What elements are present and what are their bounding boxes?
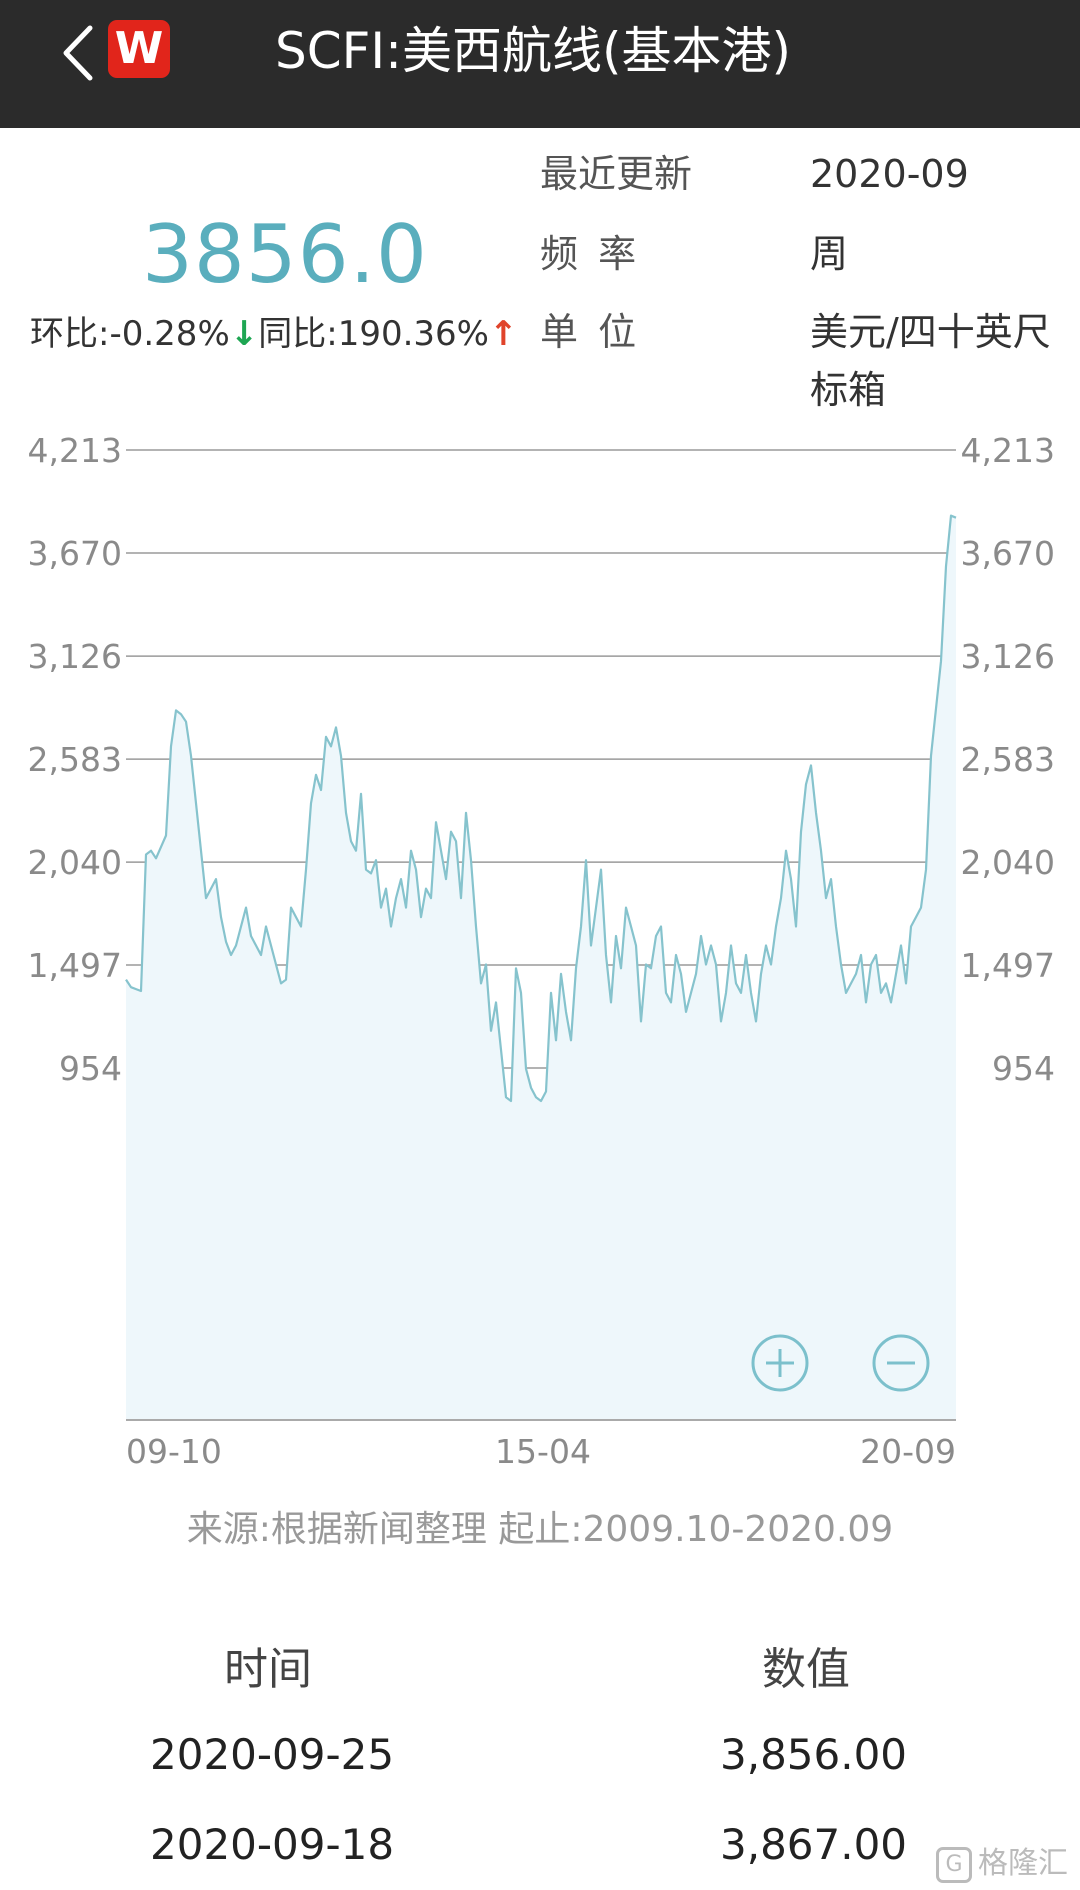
series-area: [126, 515, 956, 1420]
top-bar: W SCFI:美西航线(基本港): [0, 0, 1080, 128]
table-row-date: 2020-09-18: [150, 1820, 395, 1869]
frequency-value: 周: [810, 232, 849, 276]
y-tick-label-right: 3,126: [961, 637, 1055, 676]
table-header-value: 数值: [762, 1644, 850, 1695]
y-tick-label-left: 954: [59, 1049, 122, 1088]
y-tick-label-left: 2,583: [28, 740, 122, 779]
x-axis-labels: 09-10 15-04 20-09: [126, 1432, 956, 1471]
y-tick-label-right: 4,213: [961, 431, 1055, 470]
yoy-label: 同比:: [258, 314, 338, 354]
app-logo[interactable]: W: [108, 20, 170, 78]
chevron-left-icon[interactable]: [58, 18, 98, 88]
watermark-text: 格隆汇: [978, 1846, 1068, 1881]
table-row-date: 2020-09-25: [150, 1730, 395, 1779]
watermark-logo-icon: G: [936, 1846, 972, 1883]
price-chart[interactable]: 4,213 4,213 3,670 3,670 3,126 3,126 2,583 2,583…: [0, 400, 1080, 1490]
yoy-value: 190.36%: [337, 314, 489, 354]
y-tick-label-left: 2,040: [28, 843, 122, 882]
table-header-time: 时间: [224, 1644, 312, 1695]
mom-value: -0.28%: [109, 314, 230, 354]
unit-label: 单 位: [540, 310, 641, 354]
zoom-out-icon[interactable]: [872, 1334, 930, 1392]
series-line: [125, 514, 957, 1103]
unit-value-line2: 标箱: [810, 368, 887, 412]
x-tick-label: 20-09: [860, 1432, 956, 1471]
x-tick-label: 09-10: [126, 1432, 222, 1471]
current-value: 3856.0: [142, 208, 428, 301]
zoom-in-icon[interactable]: [751, 1334, 809, 1392]
up-arrow-icon: ↑: [489, 314, 518, 354]
x-tick-label: 15-04: [495, 1432, 591, 1471]
y-tick-label-right: 3,670: [961, 534, 1055, 573]
y-tick-label-left: 3,126: [28, 637, 122, 676]
unit-value-line1: 美元/四十英尺: [810, 310, 1051, 354]
y-tick-label-left: 4,213: [28, 431, 122, 470]
page-title: SCFI:美西航线(基本港): [275, 22, 792, 80]
frequency-label: 频 率: [540, 232, 641, 276]
y-tick-label-right: 2,583: [961, 740, 1055, 779]
updated-label: 最近更新: [540, 152, 693, 196]
mom-label: 环比:: [30, 314, 110, 354]
table-row-value: 3,856.00: [720, 1730, 908, 1779]
y-tick-label-right: 2,040: [961, 843, 1055, 882]
watermark: G 格隆汇: [936, 1844, 1068, 1884]
y-tick-label-left: 1,497: [28, 946, 122, 985]
updated-value: 2020-09: [810, 152, 969, 196]
change-row: 环比:-0.28%↓同比:190.36%↑: [30, 310, 518, 358]
y-tick-label-right: 954: [992, 1049, 1055, 1088]
y-tick-label-right: 1,497: [961, 946, 1055, 985]
table-row-value: 3,867.00: [720, 1820, 908, 1869]
source-note: 来源:根据新闻整理 起止:2009.10-2020.09: [186, 1509, 894, 1550]
y-tick-label-left: 3,670: [28, 534, 122, 573]
down-arrow-icon: ↓: [229, 314, 259, 354]
